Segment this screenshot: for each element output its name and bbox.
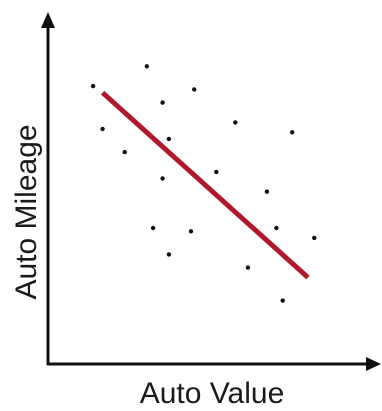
data-point [160,100,165,105]
data-point [100,126,105,132]
data-point [192,87,197,92]
y-axis-arrowhead [41,12,55,28]
data-point [264,189,270,194]
data-point [274,225,279,231]
data-point [188,229,194,234]
data-point [233,120,238,125]
x-axis-label: Auto Value [140,377,285,410]
data-point [144,64,149,69]
data-point [280,298,285,303]
data-point [122,149,127,155]
data-point [166,252,172,257]
trend-line [100,90,310,280]
data-point [290,130,295,135]
data-point [245,265,251,270]
data-point [90,83,96,89]
scatter-points [90,64,317,303]
data-point [214,169,219,175]
y-axis-label: Auto Mileage [10,124,43,299]
data-point [312,235,317,241]
data-point [150,225,156,231]
data-point [166,136,172,142]
x-axis-arrowhead [366,357,381,371]
data-point [160,176,165,181]
